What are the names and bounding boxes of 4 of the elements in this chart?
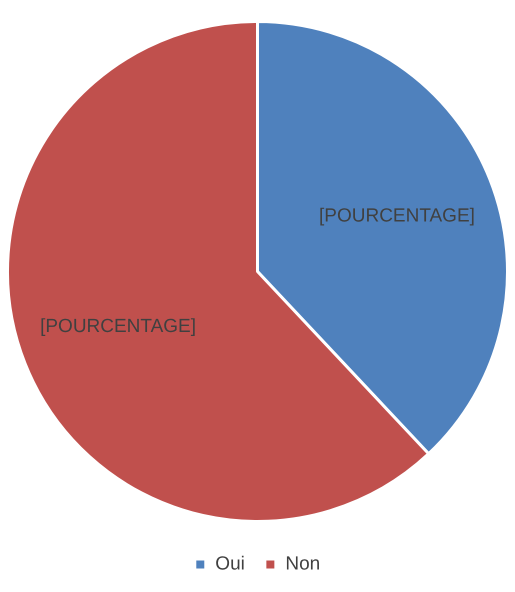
legend-label: Non xyxy=(285,554,320,575)
data-label: [POURCENTAGE] xyxy=(319,206,475,227)
data-label: [POURCENTAGE] xyxy=(40,316,196,337)
legend-label: Oui xyxy=(215,554,245,575)
